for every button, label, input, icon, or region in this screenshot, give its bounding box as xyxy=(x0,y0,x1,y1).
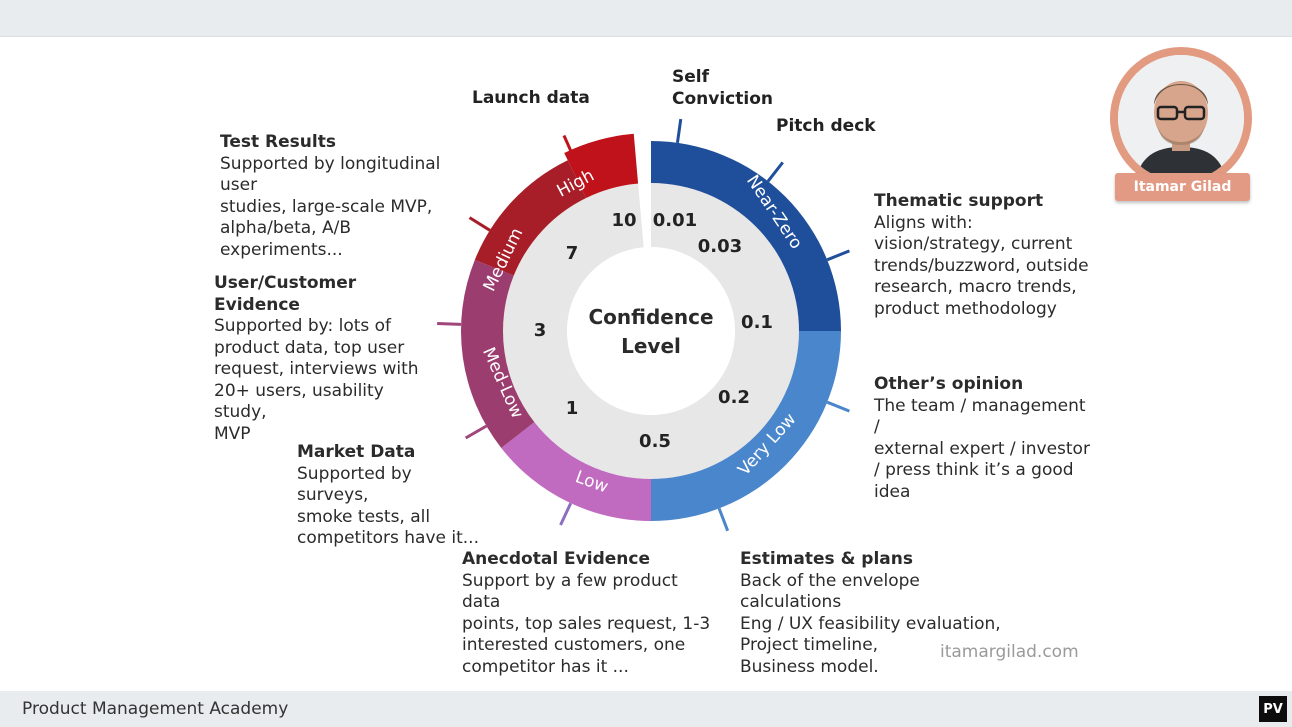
test-results-title: Test Results xyxy=(220,132,336,152)
center-hole xyxy=(567,247,735,415)
footer-bar: Product Management Academy xyxy=(0,691,1292,727)
others-opinion-text: The team / management / external expert … xyxy=(874,395,1090,502)
callout-tick-1 xyxy=(766,161,784,183)
others-opinion-title: Other’s opinion xyxy=(874,374,1024,394)
callout-tick-3 xyxy=(826,400,850,413)
callout-ticks xyxy=(437,118,850,532)
value-0-5: 0.5 xyxy=(639,431,671,452)
callout-market-data: Market Data Supported by surveys, smoke … xyxy=(297,442,487,550)
callout-user-customer-evidence: User/Customer Evidence Supported by: lot… xyxy=(214,273,434,445)
value-0-1: 0.1 xyxy=(741,312,773,333)
pv-logo-badge: PV xyxy=(1259,696,1287,722)
callout-anecdotal-evidence: Anecdotal Evidence Support by a few prod… xyxy=(462,549,712,678)
segment-medium xyxy=(474,160,587,276)
callout-test-results: Test Results Supported by longitudinal u… xyxy=(220,132,470,261)
anecdotal-title: Anecdotal Evidence xyxy=(462,549,650,569)
center-label-line1: Confidence xyxy=(588,305,713,329)
inner-value-ring xyxy=(503,183,799,480)
label-launch-data: Launch data xyxy=(472,88,590,108)
callout-tick-2 xyxy=(826,249,850,262)
user-customer-title: User/Customer Evidence xyxy=(214,273,357,315)
label-pitch-deck: Pitch deck xyxy=(776,116,876,136)
segment-med-low xyxy=(461,259,535,448)
presenter-portrait-icon xyxy=(1118,55,1244,181)
segment-very-low xyxy=(651,331,841,521)
market-data-title: Market Data xyxy=(297,442,416,462)
callout-tick-4 xyxy=(717,507,730,532)
callout-thematic-support: Thematic support Aligns with: vision/str… xyxy=(874,191,1094,320)
callout-tick-9 xyxy=(562,134,576,159)
value-0-01: 0.01 xyxy=(653,210,697,231)
label-self-conviction: Self Conviction xyxy=(672,67,773,109)
callout-tick-5 xyxy=(559,502,573,526)
callout-tick-0 xyxy=(675,118,683,144)
market-data-text: Supported by surveys, smoke tests, all c… xyxy=(297,463,479,549)
top-bar xyxy=(0,0,1292,37)
presenter-name-tag: Itamar Gilad xyxy=(1115,173,1250,201)
avatar xyxy=(1118,55,1244,181)
footer-title: Product Management Academy xyxy=(22,699,289,719)
callout-others-opinion: Other’s opinion The team / management / … xyxy=(874,374,1094,503)
estimates-title: Estimates & plans xyxy=(740,549,913,569)
anecdotal-text: Support by a few product data points, to… xyxy=(462,570,711,677)
callout-tick-8 xyxy=(468,216,491,232)
estimates-text: Back of the envelope calculations Eng / … xyxy=(740,570,1001,677)
user-customer-text: Supported by: lots of product data, top … xyxy=(214,316,419,444)
segment-low xyxy=(501,422,651,522)
value-3: 3 xyxy=(534,320,547,341)
thematic-title: Thematic support xyxy=(874,191,1044,211)
callout-tick-7 xyxy=(437,322,462,326)
value-10: 10 xyxy=(611,210,636,231)
value-7: 7 xyxy=(566,243,579,264)
watermark: itamargilad.com xyxy=(940,642,1079,662)
segment-high xyxy=(564,133,639,198)
value-0-03: 0.03 xyxy=(698,236,742,257)
test-results-text: Supported by longitudinal user studies, … xyxy=(220,153,441,260)
center-label-line2: Level xyxy=(621,334,681,358)
thematic-text: Aligns with: vision/strategy, current tr… xyxy=(874,212,1089,319)
value-1: 1 xyxy=(566,398,579,419)
callout-estimates-plans: Estimates & plans Back of the envelope c… xyxy=(740,549,1020,678)
value-0-2: 0.2 xyxy=(718,387,750,408)
callout-tick-6 xyxy=(464,424,488,440)
segment-near-zero xyxy=(651,141,841,331)
